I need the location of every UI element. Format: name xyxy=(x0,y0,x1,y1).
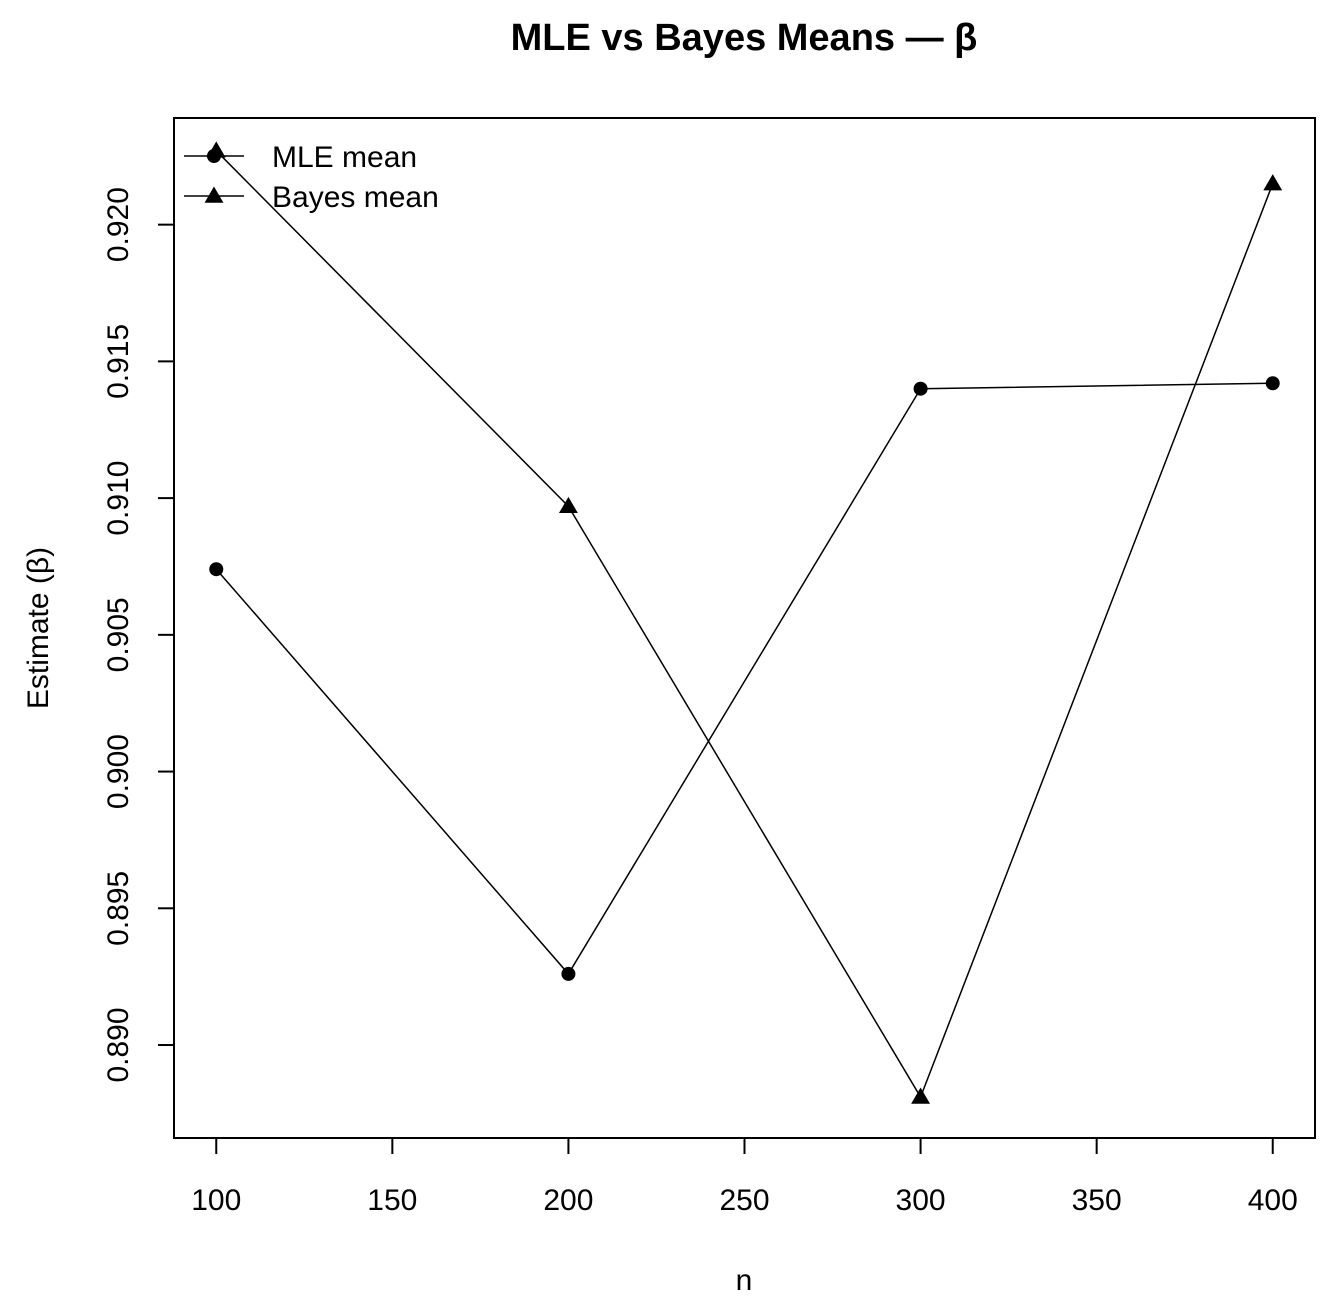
legend-label: MLE mean xyxy=(272,141,417,174)
x-tick-label: 200 xyxy=(543,1184,593,1217)
x-axis: 100 150 200 250 300 350 400 xyxy=(191,1137,1298,1217)
series-line xyxy=(215,150,1274,1099)
data-point xyxy=(913,381,928,396)
legend-marker xyxy=(207,149,221,163)
series-2 xyxy=(206,141,1283,1104)
x-axis-label: n xyxy=(736,1264,753,1297)
y-tick-label: 0.915 xyxy=(102,324,135,399)
y-axis: 0.890 0.895 0.900 0.905 0.910 0.915 0.920 xyxy=(102,187,175,1083)
x-tick-label: 400 xyxy=(1248,1184,1298,1217)
y-tick-label: 0.905 xyxy=(102,597,135,672)
x-tick-label: 300 xyxy=(896,1184,946,1217)
series-line xyxy=(215,382,1273,976)
x-tick-label: 350 xyxy=(1072,1184,1122,1217)
data-point xyxy=(209,562,224,577)
plot-frame xyxy=(173,117,1316,1139)
legend-item: Bayes mean xyxy=(184,181,439,214)
y-tick-label: 0.900 xyxy=(102,734,135,809)
legend-label: Bayes mean xyxy=(272,181,439,214)
legend-marker xyxy=(204,186,224,203)
series-layer xyxy=(206,141,1283,1104)
data-point xyxy=(558,496,578,514)
x-tick-label: 150 xyxy=(367,1184,417,1217)
y-tick-label: 0.920 xyxy=(102,187,135,262)
chart-title: MLE vs Bayes Means — β xyxy=(511,17,978,59)
y-axis-label: Estimate (β) xyxy=(22,547,55,709)
y-tick-label: 0.910 xyxy=(102,461,135,536)
data-point xyxy=(561,966,576,981)
legend: MLE mean Bayes mean xyxy=(184,141,439,214)
data-point xyxy=(1263,174,1283,191)
x-tick-label: 100 xyxy=(191,1184,241,1217)
series-1 xyxy=(209,376,1280,981)
y-tick-label: 0.890 xyxy=(102,1007,135,1082)
data-point xyxy=(911,1087,931,1104)
data-point xyxy=(1265,376,1280,391)
y-tick-label: 0.895 xyxy=(102,871,135,946)
x-tick-label: 250 xyxy=(719,1184,769,1217)
legend-item: MLE mean xyxy=(184,141,417,174)
